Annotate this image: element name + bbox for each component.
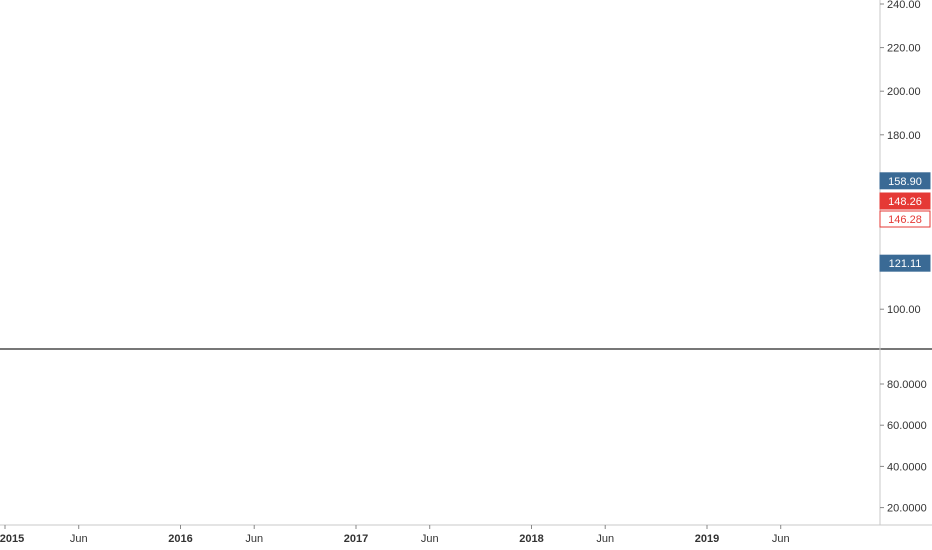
time-tick-label: Jun — [596, 533, 614, 545]
price-badge-bg — [879, 210, 931, 228]
time-tick-label: 2017 — [344, 533, 368, 545]
time-tick-label: 2015 — [0, 533, 24, 545]
rsi-tick-label: 40.0000 — [887, 461, 927, 473]
time-tick-label: Jun — [772, 533, 790, 545]
time-tick-label: 2019 — [695, 533, 719, 545]
price-badge-label: 146.28 — [888, 214, 922, 226]
price-badge-label: 121.11 — [889, 258, 922, 270]
price-tick-label: 240.00 — [887, 0, 921, 11]
price-badge: 121.11 — [879, 254, 931, 272]
time-tick-label: 2018 — [519, 533, 543, 545]
price-tick-label: 180.00 — [887, 130, 921, 142]
time-tick-label: Jun — [421, 533, 439, 545]
price-tick-label: 200.00 — [887, 86, 921, 98]
price-tick-label: 100.00 — [887, 304, 921, 316]
price-badge: 146.28 — [879, 210, 931, 228]
rsi-tick-label: 60.0000 — [887, 420, 927, 432]
time-tick-label: Jun — [245, 533, 263, 545]
time-tick-label: Jun — [70, 533, 88, 545]
price-badge: 148.26 — [879, 192, 931, 210]
rsi-tick-label: 20.0000 — [887, 503, 927, 515]
price-badge-bg — [879, 172, 931, 190]
price-tick-label: 220.00 — [887, 43, 921, 55]
price-badge-bg — [879, 192, 931, 210]
price-badge-label: 148.26 — [888, 196, 922, 208]
price-badge: 158.90 — [879, 172, 931, 190]
time-tick-label: 2016 — [168, 533, 192, 545]
price-badge-bg — [879, 254, 931, 272]
price-badge-label: 158.90 — [888, 176, 922, 188]
rsi-tick-label: 80.0000 — [887, 379, 927, 391]
